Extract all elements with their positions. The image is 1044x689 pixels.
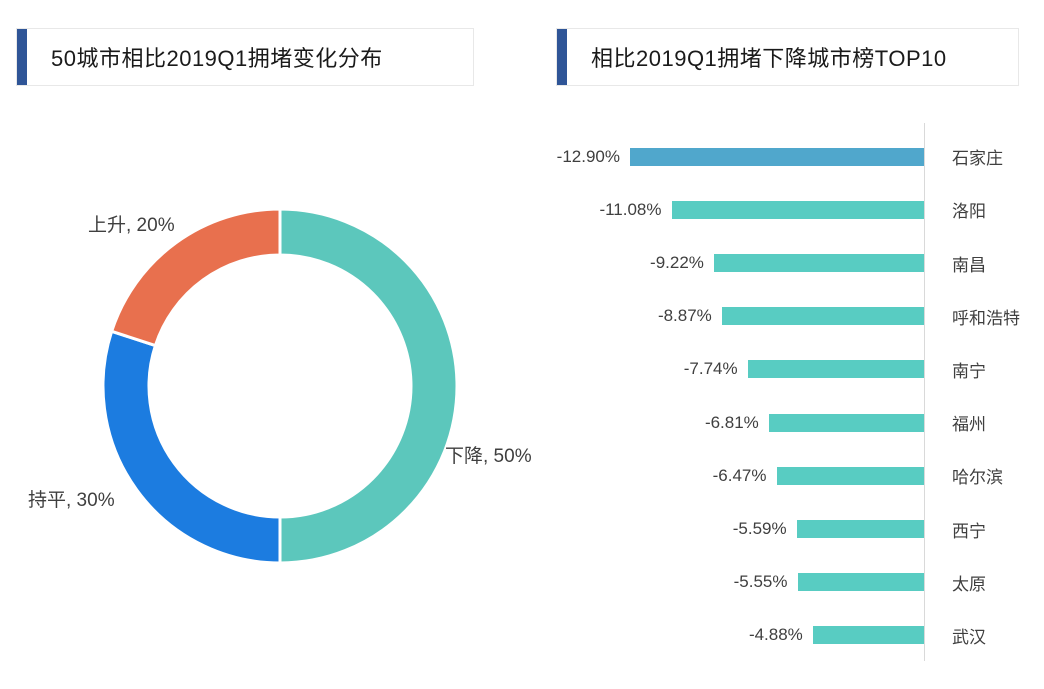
bar-value-label: -5.59%	[732, 519, 787, 539]
bar-category-label: 南昌	[952, 255, 986, 275]
donut-chart-title-box: 50城市相比2019Q1拥堵变化分布	[16, 28, 474, 86]
bar-chart: -12.90% 石家庄 -11.08% 洛阳 -9.22% 南昌 -8.87% 呼和浩特 -7.…	[556, 130, 1034, 662]
bar-category-label: 太原	[952, 574, 986, 594]
bar	[768, 413, 924, 432]
bar	[721, 307, 924, 326]
bar-track: -11.08%	[560, 200, 924, 220]
bar-row: -6.47% 哈尔滨	[560, 449, 1034, 502]
bar	[796, 520, 924, 539]
bar-row: -5.55% 太原	[560, 556, 1034, 609]
bar-value-label: -11.08%	[599, 199, 662, 219]
title-accent-bar	[17, 29, 27, 85]
bar	[747, 360, 924, 379]
bar	[671, 200, 924, 219]
donut-label-flat: 持平, 30%	[28, 490, 115, 511]
bar-category-label: 哈尔滨	[952, 468, 1003, 488]
bar-track: -12.90%	[556, 146, 924, 167]
bar-row: -9.22% 南昌	[560, 236, 1034, 289]
bar-row: -7.74% 南宁	[560, 343, 1034, 396]
bar-chart-title-box: 相比2019Q1拥堵下降城市榜TOP10	[556, 28, 1019, 86]
donut-segment-2	[110, 207, 282, 348]
bar	[812, 626, 924, 645]
bar-track: -6.81%	[560, 413, 924, 433]
bar	[776, 466, 924, 485]
bar-value-label: -4.88%	[748, 625, 803, 645]
bar-row: -8.87% 呼和浩特	[560, 290, 1034, 343]
donut-label-rise: 上升, 20%	[88, 215, 175, 236]
donut-segment-0	[278, 207, 459, 565]
donut-chart	[101, 207, 459, 565]
bar-category-label: 呼和浩特	[952, 308, 1020, 328]
bar-row: -12.90% 石家庄	[556, 130, 1034, 183]
bar-category-label: 石家庄	[952, 149, 1003, 169]
bar-category-label: 南宁	[952, 361, 986, 381]
bar-row: -5.59% 西宁	[560, 502, 1034, 555]
bar-value-label: -7.74%	[683, 359, 738, 379]
bar-category-label: 洛阳	[952, 202, 986, 222]
donut-chart-title: 50城市相比2019Q1拥堵变化分布	[51, 46, 383, 71]
bar	[630, 147, 924, 166]
bar-category-label: 福州	[952, 415, 986, 435]
bar-row: -11.08% 洛阳	[560, 183, 1034, 236]
bar-category-label: 西宁	[952, 521, 986, 541]
bar-track: -9.22%	[560, 253, 924, 273]
bar-row: -4.88% 武汉	[560, 609, 1034, 662]
bar-value-label: -6.47%	[712, 465, 767, 485]
bar-track: -7.74%	[560, 359, 924, 379]
bar-value-label: -9.22%	[650, 253, 704, 272]
bar-value-label: -5.55%	[733, 572, 788, 592]
bar-track: -5.55%	[560, 572, 924, 592]
bar-track: -8.87%	[560, 306, 924, 326]
bar-chart-title: 相比2019Q1拥堵下降城市榜TOP10	[591, 46, 947, 71]
bar-category-label: 武汉	[952, 627, 986, 647]
bar-track: -6.47%	[560, 466, 924, 486]
bar-track: -5.59%	[560, 519, 924, 539]
bar	[713, 254, 924, 272]
bar-value-label: -8.87%	[657, 306, 712, 326]
bar-row: -6.81% 福州	[560, 396, 1034, 449]
donut-label-decline: 下降, 50%	[445, 446, 532, 467]
bar-value-label: -6.81%	[704, 412, 759, 432]
title-accent-bar	[557, 29, 567, 85]
donut-segment-1	[101, 329, 282, 565]
bar-track: -4.88%	[560, 625, 924, 645]
bar-chart-axis-line	[924, 123, 925, 661]
bar	[797, 573, 924, 592]
bar-value-label: -12.90%	[556, 146, 620, 166]
